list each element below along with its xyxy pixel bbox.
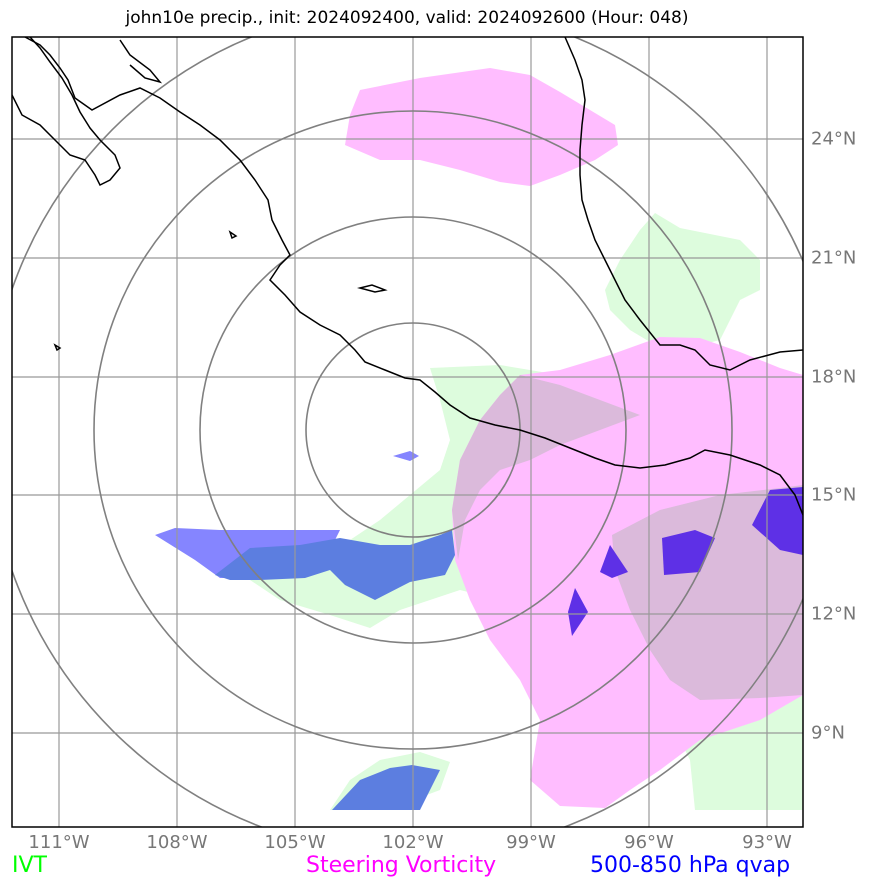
qvap-region-east-2 bbox=[568, 588, 588, 636]
lat-label-15n: 15°N bbox=[811, 484, 857, 506]
qvap-region-east-1 bbox=[600, 545, 628, 578]
vorticity-region-north bbox=[345, 68, 618, 186]
graticule bbox=[12, 37, 803, 827]
mainland-coast bbox=[24, 37, 803, 516]
lat-label-21n: 21°N bbox=[811, 247, 857, 269]
lat-label-9n: 9°N bbox=[811, 722, 845, 744]
legend-ivt: IVT bbox=[12, 853, 47, 878]
lon-label-111w: 111°W bbox=[28, 832, 90, 853]
lon-label-96w: 96°W bbox=[624, 832, 674, 853]
coastlines bbox=[12, 37, 803, 516]
legend-vorticity: Steering Vorticity bbox=[306, 853, 497, 878]
overlap-region-east bbox=[612, 485, 803, 700]
lat-label-24n: 24°N bbox=[811, 128, 857, 150]
lat-label-18n: 18°N bbox=[811, 366, 857, 388]
lon-label-102w: 102°W bbox=[382, 832, 444, 853]
qvap-region-small bbox=[393, 451, 419, 461]
lat-label-12n: 12°N bbox=[811, 603, 857, 625]
mexico-pacific-coast bbox=[12, 37, 121, 187]
island-marias bbox=[357, 284, 388, 293]
map-frame bbox=[11, 36, 804, 828]
ivt-region-north bbox=[605, 213, 760, 348]
island-socorro bbox=[228, 230, 238, 240]
qvap-region-center bbox=[215, 530, 455, 600]
lon-label-99w: 99°W bbox=[506, 832, 556, 853]
lon-label-105w: 105°W bbox=[264, 832, 326, 853]
qvap-region-east-4 bbox=[752, 487, 803, 555]
gulf-coast bbox=[564, 37, 803, 371]
legend-qvap: 500-850 hPa qvap bbox=[590, 853, 791, 878]
map-title: john10e precip., init: 2024092400, valid… bbox=[125, 8, 689, 28]
baja-tip bbox=[119, 39, 163, 84]
overlap-region bbox=[452, 375, 640, 560]
lon-label-93w: 93°W bbox=[742, 832, 792, 853]
island-clarion bbox=[53, 343, 62, 352]
lon-label-108w: 108°W bbox=[146, 832, 208, 853]
